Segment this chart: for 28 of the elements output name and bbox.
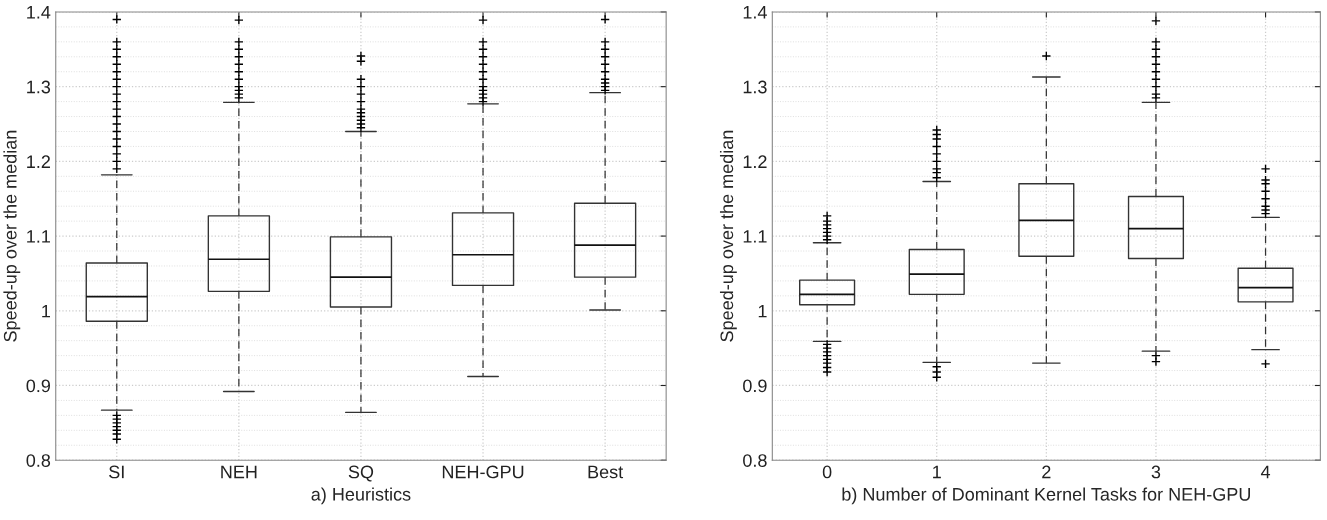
y-tick-label: 1.3 [27,80,51,94]
y-axis-title: Speed-up over the median [719,130,737,342]
x-tick-label: SI [109,465,124,479]
x-tick-label: 1 [933,465,941,479]
y-tick-label: 0.8 [26,454,51,467]
y-tick-label: 1 [758,304,767,318]
x-tick-label: 0 [822,465,832,479]
x-tick-label: NEH [221,465,257,479]
x-tick-label: 4 [1260,465,1271,479]
x-tick-label: 2 [1042,465,1051,479]
y-tick-label: 0.8 [743,454,767,467]
x-tick-label: 3 [1151,465,1161,479]
y-tick-label: 1.4 [743,6,767,19]
y-tick-label: 1.4 [27,6,51,19]
y-tick-label: 1 [42,304,50,318]
y-axis-title: Speed-up over the median [3,130,21,342]
y-tick-label: 0.9 [26,379,51,393]
y-tick-label: 1.1 [743,230,767,243]
y-tick-label: 1.2 [27,155,50,168]
x-axis-title: a) Heuristics [311,487,411,505]
y-tick-label: 1.2 [743,155,767,168]
x-axis-title: b) Number of Dominant Kernel Tasks for NEH-GPU [842,487,1250,505]
y-tick-label: 1.3 [743,80,767,94]
x-tick-label: Best [588,465,624,479]
y-tick-label: 0.9 [743,379,767,393]
x-tick-label: SQ [348,465,374,482]
y-tick-label: 1.1 [27,230,50,243]
x-tick-label: NEH-GPU [442,465,524,479]
